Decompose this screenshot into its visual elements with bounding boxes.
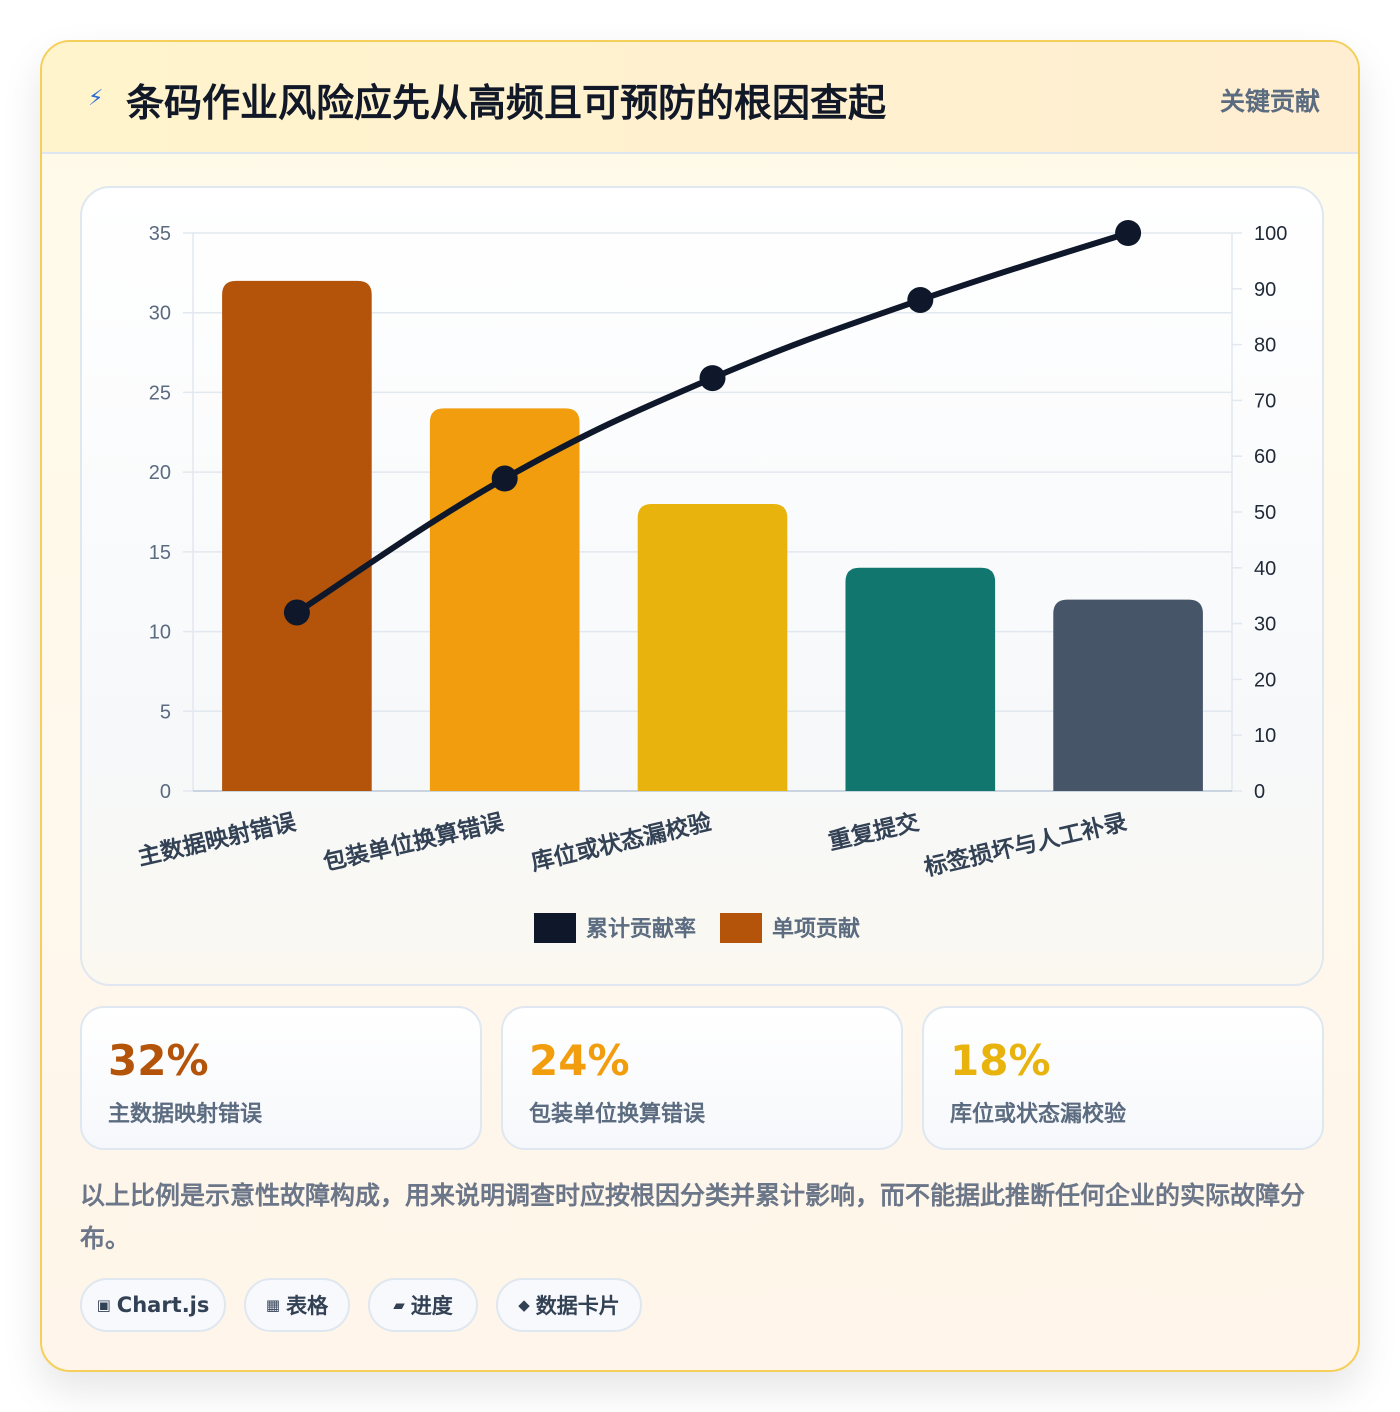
y2-tick-label: 0 (1254, 781, 1265, 803)
y2-tick-label: 50 (1254, 502, 1276, 524)
tag-table[interactable]: ▦ 表格 (244, 1278, 350, 1332)
bar (637, 504, 788, 791)
card-title: 条码作业风险应先从高频且可预防的根因查起 (126, 81, 887, 125)
chart-icon: ▣ (96, 1296, 111, 1314)
tag-label: 进度 (410, 1294, 453, 1318)
y2-tick-label: 60 (1254, 446, 1276, 468)
stat-label: 库位或状态漏校验 (950, 1102, 1127, 1127)
y2-tick-label: 20 (1254, 669, 1276, 691)
lightning-icon: ⚡ (88, 86, 104, 111)
pareto-chart: 0 5 10 15 20 25 30 35 0 10 20 30 40 50 60 70 80 90 100 主数据映… (135, 220, 1287, 943)
y2-tick-label: 30 (1254, 614, 1276, 636)
table-icon: ▦ (265, 1296, 281, 1314)
y2-tick-label: 10 (1254, 725, 1276, 747)
legend-swatch (534, 913, 576, 943)
y-tick-label: 0 (160, 781, 171, 803)
legend-label: 单项贡献 (772, 916, 860, 942)
tag-label: 数据卡片 (535, 1294, 620, 1318)
tag-data-card[interactable]: ◆ 数据卡片 (496, 1278, 642, 1332)
stat-value: 32% (108, 1036, 209, 1085)
chart-panel: 0 5 10 15 20 25 30 35 0 10 20 30 40 50 60 70 80 90 100 主数据映… (80, 186, 1324, 986)
cumulative-point (283, 599, 310, 626)
legend-label: 累计贡献率 (586, 916, 696, 942)
y-tick-label: 15 (149, 542, 171, 564)
progress-icon: ▰ (393, 1296, 405, 1314)
x-tick-label: 库位或状态漏校验 (528, 809, 713, 877)
diamond-icon: ◆ (518, 1296, 530, 1314)
stat-label: 包装单位换算错误 (529, 1102, 706, 1127)
x-tick-label: 重复提交 (826, 809, 922, 856)
bar (222, 280, 372, 791)
y-tick-label: 25 (149, 382, 171, 404)
bar (845, 567, 996, 791)
y-tick-label: 5 (160, 701, 171, 723)
tag-progress[interactable]: ▰ 进度 (368, 1278, 478, 1332)
y-tick-label: 10 (149, 622, 171, 644)
x-tick-label: 标签损坏与人工补录 (922, 809, 1130, 882)
bar (1053, 599, 1203, 791)
tag-label: Chart.js (116, 1293, 210, 1317)
y2-tick-label: 90 (1254, 279, 1276, 301)
y-tick-label: 30 (149, 303, 171, 325)
stat-label: 主数据映射错误 (108, 1102, 263, 1127)
cumulative-point (1115, 220, 1142, 246)
y-tick-label: 20 (149, 462, 171, 484)
bar (429, 408, 580, 791)
y2-tick-label: 80 (1254, 335, 1276, 357)
stat-card-3: 18% 库位或状态漏校验 (922, 1006, 1324, 1150)
tag-chartjs[interactable]: ▣ Chart.js (80, 1278, 226, 1332)
cumulative-point (491, 465, 518, 492)
cumulative-point (907, 286, 934, 313)
y2-tick-label: 70 (1254, 390, 1276, 412)
tag-label: 表格 (286, 1294, 329, 1318)
stat-card-2: 24% 包装单位换算错误 (501, 1006, 903, 1150)
stat-value: 18% (950, 1036, 1051, 1085)
stat-value: 24% (529, 1036, 630, 1085)
chart-card: ⚡ 条码作业风险应先从高频且可预防的根因查起 关键贡献 0 5 10 15 20 25 30… (40, 40, 1360, 1372)
legend-swatch (720, 913, 762, 943)
x-tick-label: 主数据映射错误 (135, 808, 299, 871)
y2-tick-label: 100 (1254, 223, 1287, 245)
stat-card-1: 32% 主数据映射错误 (80, 1006, 482, 1150)
footnote: 以上比例是示意性故障构成，用来说明调查时应按根因分类并累计影响，而不能据此推断任… (80, 1181, 1306, 1253)
x-tick-label: 包装单位换算错误 (321, 808, 507, 876)
card-header: ⚡ 条码作业风险应先从高频且可预防的根因查起 关键贡献 (42, 42, 1358, 154)
y2-tick-label: 40 (1254, 558, 1276, 580)
cumulative-point (699, 365, 726, 392)
y-tick-label: 35 (149, 223, 171, 245)
header-badge: 关键贡献 (1219, 87, 1320, 116)
